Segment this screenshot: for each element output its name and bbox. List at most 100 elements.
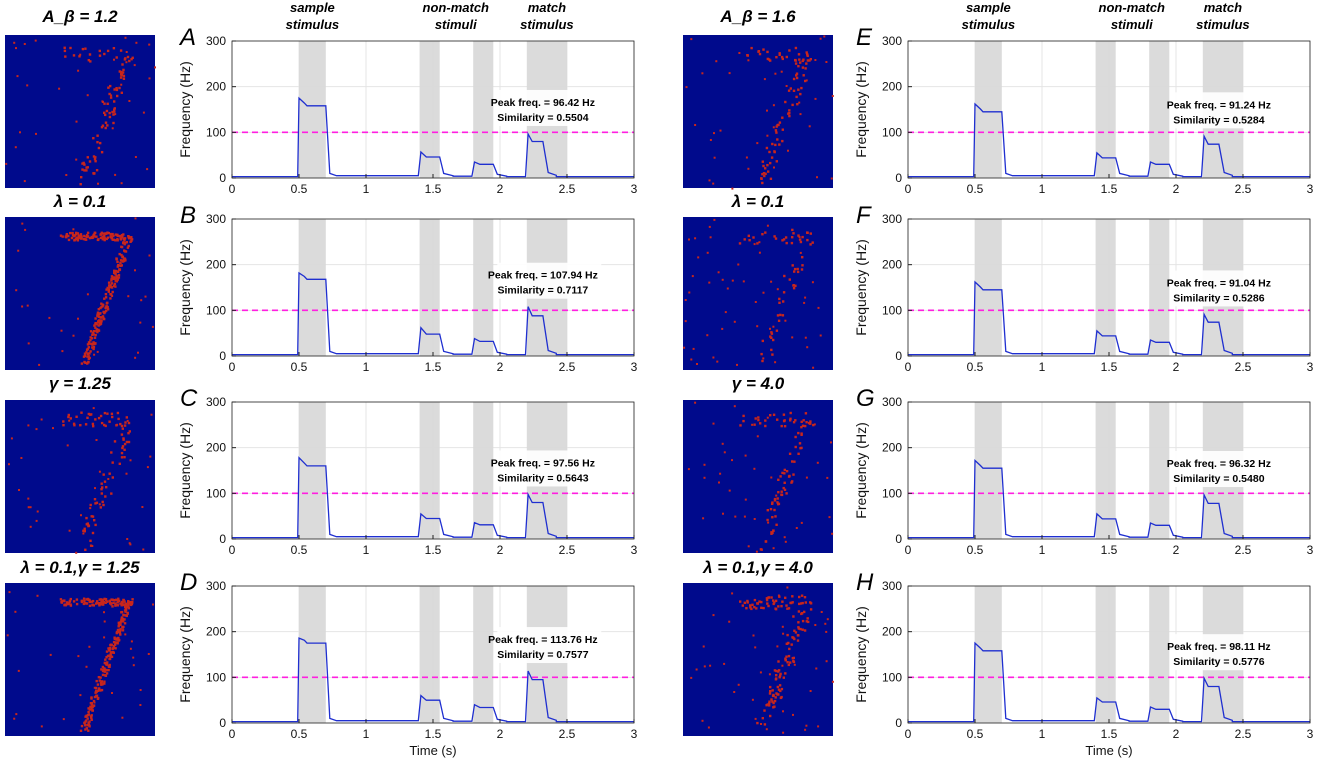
pixel-dot (117, 264, 120, 267)
annotation-box (497, 627, 602, 664)
noise-dot (804, 296, 807, 299)
pixel-dot (96, 697, 100, 700)
pixel-dot (746, 601, 749, 604)
pixel-dot (97, 308, 100, 311)
pixel-dot (789, 417, 792, 420)
stimulus-window (419, 41, 440, 178)
pixel-dot (113, 599, 117, 602)
pixel-dot (105, 232, 108, 235)
stimulus-window (419, 402, 440, 539)
pixel-dot (88, 236, 92, 240)
noise-dot (98, 503, 101, 506)
pixel-dot (62, 424, 65, 427)
pixel-dot (768, 702, 771, 705)
pixel-dot (776, 123, 779, 127)
pixel-dot (94, 156, 97, 159)
noise-dot (132, 656, 135, 659)
pixel-dot (125, 241, 128, 244)
pixel-dot (90, 696, 93, 699)
pixel-dot (805, 62, 808, 65)
pixel-dot (769, 685, 772, 689)
noise-dot (792, 713, 794, 716)
pixel-dot (111, 415, 114, 419)
noise-dot (814, 97, 817, 100)
pixel-dot (777, 491, 780, 494)
pixel-dot (760, 177, 763, 180)
y-tick-label: 100 (206, 486, 226, 500)
panel-letter: G (856, 385, 875, 412)
pixel-dot (93, 519, 96, 522)
noise-dot (762, 291, 765, 294)
noise-dot (692, 347, 695, 350)
pixel-dot (775, 131, 778, 134)
pixel-dot (799, 240, 803, 244)
pixel-dot (787, 475, 791, 478)
pixel-dot (796, 634, 800, 637)
pixel-dot (776, 418, 779, 421)
y-tick-label: 100 (206, 670, 226, 684)
pixel-dot (90, 515, 93, 518)
pixel-dot (791, 601, 794, 604)
panel-letter: A (178, 24, 196, 51)
pixel-dot (107, 290, 110, 293)
x-tick-label: 0.5 (967, 182, 984, 196)
pixel-dot (107, 281, 111, 284)
pixel-dot (106, 654, 110, 658)
pixel-dot (771, 501, 774, 504)
annotation-box (497, 262, 602, 299)
pixel-dot (97, 416, 101, 420)
pixel-dot (87, 710, 90, 714)
pixel-dot (104, 598, 108, 601)
noise-dot (58, 87, 61, 90)
noise-dot (144, 295, 147, 298)
x-tick-label: 2.5 (559, 727, 576, 741)
pixel-dot (118, 234, 121, 238)
noise-dot (77, 655, 80, 658)
peak-frequency-label: Peak freq. = 97.56 Hz (491, 457, 595, 469)
pixel-dot (806, 617, 809, 620)
pixel-dot (773, 499, 777, 502)
y-tick-label: 200 (882, 258, 902, 272)
pixel-dot (88, 160, 92, 163)
pixel-dot (751, 603, 754, 606)
pixel-dot (773, 669, 777, 672)
pixel-dot (100, 305, 103, 309)
image-label: γ = 1.25 (49, 374, 111, 393)
pixel-dot (103, 480, 107, 483)
panel-E: 0 0.5 1 1.5 2 2.5 3 0 100 200 300 Frequency (Hz) E Pe… (853, 24, 1314, 196)
similarity-label: Similarity = 0.5480 (1173, 473, 1265, 485)
noise-dot (755, 550, 758, 553)
pixel-dot (773, 235, 776, 238)
noise-dot (72, 228, 75, 231)
noise-dot (110, 94, 113, 97)
stimulus-window (1149, 41, 1170, 178)
pixel-dot (106, 301, 109, 304)
pixel-dot (793, 637, 796, 641)
pixel-dot (85, 523, 88, 526)
pixel-dot (109, 653, 112, 656)
noise-dot (103, 620, 106, 623)
pixel-dot (94, 160, 97, 163)
pixel-dot (797, 621, 800, 624)
x-tick-label: 3 (631, 543, 638, 557)
pixel-dot (112, 601, 115, 604)
noise-dot (24, 228, 27, 231)
pixel-dot (111, 277, 114, 280)
pixel-dot (67, 238, 71, 242)
noise-dot (721, 327, 724, 330)
pixel-dot (797, 452, 800, 455)
stimulus-window (473, 219, 494, 356)
pixel-dot (97, 238, 100, 241)
panel-G: 0 0.5 1 1.5 2 2.5 3 0 100 200 300 Frequency (Hz) G Pe… (853, 385, 1314, 557)
noise-dot (21, 305, 24, 308)
pixel-dot (107, 231, 110, 235)
pixel-dot (101, 602, 105, 605)
pixel-dot (90, 413, 93, 416)
pixel-dot (769, 414, 772, 417)
noise-dot (826, 618, 829, 621)
pixel-dot (83, 601, 87, 605)
y-tick-label: 100 (206, 125, 226, 139)
pixel-dot (110, 603, 113, 606)
pixel-dot (76, 236, 79, 239)
pixel-dot (111, 651, 114, 654)
